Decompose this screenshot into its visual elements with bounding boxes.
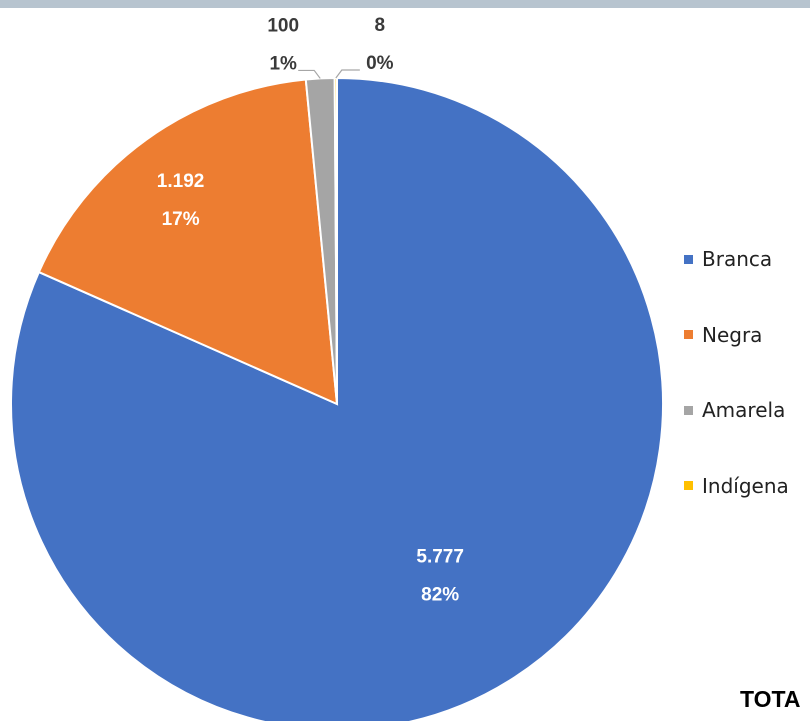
- data-label-percent-branca: 82%: [421, 584, 459, 605]
- pie-slice-branca: [10, 76, 664, 721]
- data-label-value-branca: 5.777: [416, 546, 464, 567]
- window-top-border: [0, 0, 810, 8]
- data-label-percent-amarela: 1%: [269, 53, 297, 74]
- legend-item-branca: Branca: [684, 244, 810, 274]
- legend-swatch-branca: [684, 254, 693, 264]
- pie-slice-negra: [37, 78, 339, 406]
- total-label: TOTA: [740, 686, 801, 712]
- legend-label-branca: Branca: [702, 247, 773, 271]
- legend-item-amarela: Amarela: [684, 395, 810, 425]
- chart-legend: Branca Negra Amarela Indígena: [684, 244, 810, 546]
- data-label-percent-negra: 17%: [162, 209, 200, 230]
- legend-label-negra: Negra: [702, 322, 763, 347]
- legend-swatch-negra: [684, 330, 693, 339]
- data-label-percent-indigena: 0%: [366, 53, 394, 74]
- data-label-value-negra: 1.192: [157, 171, 205, 192]
- legend-label-indigena: Indígena: [702, 473, 789, 498]
- legend-swatch-amarela: [684, 405, 693, 415]
- data-label-value-amarela: 100: [267, 15, 299, 36]
- leader-line-indigena: [335, 69, 360, 79]
- leader-line-amarela: [298, 69, 321, 79]
- data-label-value-indigena: 8: [375, 15, 386, 36]
- legend-label-amarela: Amarela: [702, 398, 786, 422]
- legend-swatch-indigena: [684, 481, 693, 490]
- legend-item-indigena: Indígena: [684, 471, 810, 501]
- legend-item-negra: Negra: [684, 320, 810, 350]
